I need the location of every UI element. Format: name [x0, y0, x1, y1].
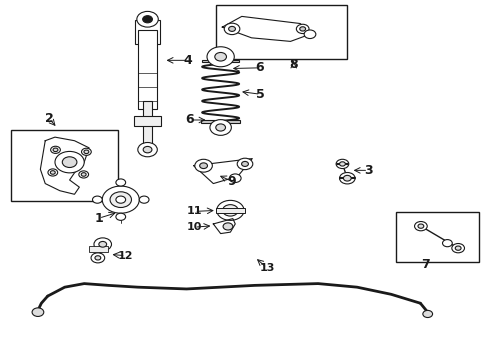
- Circle shape: [415, 221, 427, 231]
- Bar: [142, 43, 153, 50]
- Polygon shape: [213, 219, 235, 234]
- Circle shape: [452, 243, 465, 253]
- Bar: [135, 20, 160, 44]
- Circle shape: [200, 163, 207, 168]
- Bar: [201, 120, 240, 123]
- Circle shape: [138, 143, 157, 157]
- Circle shape: [53, 148, 58, 152]
- Circle shape: [418, 224, 424, 228]
- Circle shape: [195, 159, 212, 172]
- Circle shape: [81, 173, 86, 176]
- Text: 1: 1: [95, 212, 103, 225]
- Circle shape: [210, 120, 231, 135]
- Text: 4: 4: [184, 54, 193, 67]
- Circle shape: [116, 213, 125, 220]
- Circle shape: [222, 204, 238, 216]
- Bar: [11, 130, 118, 202]
- Circle shape: [91, 253, 105, 263]
- Bar: [202, 60, 239, 62]
- Circle shape: [237, 158, 253, 170]
- Circle shape: [242, 161, 248, 166]
- Circle shape: [139, 196, 149, 203]
- Text: 3: 3: [364, 164, 372, 177]
- Circle shape: [50, 171, 55, 174]
- Circle shape: [340, 172, 355, 184]
- Text: 8: 8: [290, 58, 298, 72]
- Circle shape: [215, 53, 226, 61]
- Circle shape: [343, 175, 351, 181]
- Circle shape: [300, 27, 306, 31]
- Circle shape: [99, 242, 107, 247]
- Text: 13: 13: [259, 263, 274, 273]
- Circle shape: [84, 150, 89, 154]
- Bar: [89, 247, 108, 252]
- Circle shape: [116, 196, 125, 203]
- Circle shape: [79, 171, 89, 178]
- Circle shape: [229, 26, 236, 31]
- Circle shape: [81, 148, 91, 156]
- Circle shape: [423, 310, 433, 318]
- Text: 6: 6: [185, 113, 194, 126]
- Circle shape: [340, 162, 345, 166]
- Text: 5: 5: [256, 88, 265, 101]
- Bar: [216, 208, 245, 212]
- Polygon shape: [194, 158, 252, 184]
- Bar: [138, 30, 157, 109]
- Bar: [396, 212, 479, 262]
- Circle shape: [304, 30, 316, 39]
- Circle shape: [336, 159, 349, 168]
- Polygon shape: [222, 17, 310, 41]
- Circle shape: [143, 16, 152, 23]
- Text: 9: 9: [227, 175, 236, 188]
- Circle shape: [48, 169, 58, 176]
- Circle shape: [143, 147, 152, 153]
- Circle shape: [116, 179, 125, 186]
- Circle shape: [442, 240, 452, 247]
- Circle shape: [94, 238, 112, 251]
- Circle shape: [223, 223, 233, 230]
- Circle shape: [62, 157, 77, 167]
- Circle shape: [216, 124, 225, 131]
- Circle shape: [93, 196, 102, 203]
- Circle shape: [217, 201, 244, 220]
- Circle shape: [207, 47, 234, 67]
- Circle shape: [229, 174, 241, 183]
- Bar: [144, 102, 152, 144]
- Circle shape: [137, 12, 158, 27]
- Text: 6: 6: [255, 61, 264, 74]
- Bar: [216, 5, 347, 59]
- Circle shape: [296, 24, 309, 33]
- Text: 2: 2: [45, 112, 53, 125]
- Circle shape: [224, 23, 240, 35]
- Circle shape: [55, 152, 84, 173]
- Text: 11: 11: [187, 206, 202, 216]
- Circle shape: [110, 192, 131, 207]
- Circle shape: [50, 146, 60, 153]
- Circle shape: [32, 308, 44, 316]
- Polygon shape: [40, 137, 89, 194]
- Circle shape: [95, 256, 101, 260]
- Text: 10: 10: [187, 222, 202, 232]
- Circle shape: [102, 186, 139, 213]
- Circle shape: [455, 246, 461, 250]
- Text: 12: 12: [118, 251, 133, 261]
- Bar: [134, 116, 161, 126]
- Text: 7: 7: [421, 258, 430, 271]
